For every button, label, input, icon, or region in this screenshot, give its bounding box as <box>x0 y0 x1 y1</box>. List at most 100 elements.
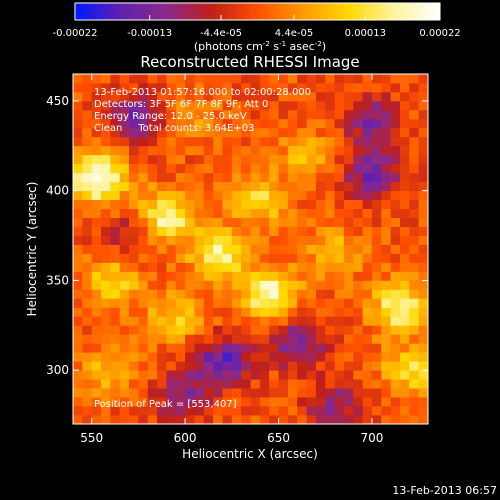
heatmap-cell <box>185 406 195 416</box>
heatmap-cell <box>101 334 111 344</box>
heatmap-cell <box>353 208 363 218</box>
heatmap-cell <box>306 217 317 227</box>
heatmap-cell <box>409 388 420 398</box>
heatmap-cell <box>110 235 121 245</box>
heatmap-cell <box>315 199 326 210</box>
heatmap-cell <box>157 181 167 192</box>
heatmap-cell <box>185 244 195 254</box>
heatmap-cell <box>166 253 177 263</box>
heatmap-cell <box>297 280 307 290</box>
heatmap-cell <box>297 226 307 236</box>
heatmap-cell <box>147 244 158 254</box>
heatmap-cell <box>138 406 149 416</box>
heatmap-cell <box>399 334 410 344</box>
heatmap-cell <box>166 280 177 290</box>
heatmap-cell <box>297 199 307 210</box>
heatmap-cell <box>91 334 102 344</box>
heatmap-cell <box>371 316 382 326</box>
heatmap-cell <box>91 190 102 201</box>
heatmap-cell <box>129 316 139 326</box>
heatmap-cell <box>222 415 233 424</box>
heatmap-cell <box>418 316 428 326</box>
heatmap-cell <box>203 244 214 254</box>
heatmap-cell <box>138 289 149 299</box>
heatmap-cell <box>129 118 139 129</box>
heatmap-cell <box>194 199 205 210</box>
heatmap-cell <box>259 379 270 389</box>
heatmap-cell <box>129 307 139 317</box>
heatmap-cell <box>250 289 261 299</box>
heatmap-cell <box>306 352 317 362</box>
heatmap-cell <box>213 325 223 335</box>
heatmap-cell <box>362 163 373 174</box>
heatmap-cell <box>119 253 130 263</box>
heatmap-cell <box>297 307 307 317</box>
heatmap-cell <box>371 136 382 147</box>
heatmap-cell <box>287 379 298 389</box>
heatmap-cell <box>381 262 392 272</box>
heatmap-cell <box>129 199 139 210</box>
heatmap-cell <box>334 262 345 272</box>
heatmap-cell <box>110 145 121 156</box>
heatmap-cell <box>241 244 251 254</box>
heatmap-cell <box>269 406 279 416</box>
heatmap-cell <box>166 343 177 353</box>
heatmap-cell <box>101 136 111 147</box>
heatmap-cell <box>297 235 307 245</box>
heatmap-cell <box>390 82 401 93</box>
heatmap-cell <box>203 82 214 93</box>
heatmap-cell <box>362 217 373 227</box>
heatmap-cell <box>222 145 233 156</box>
heatmap-cell <box>222 361 233 371</box>
heatmap-cell <box>129 343 139 353</box>
heatmap-cell <box>147 208 158 218</box>
heatmap-cell <box>222 325 233 335</box>
heatmap-cell <box>399 244 410 254</box>
heatmap-cell <box>381 406 392 416</box>
heatmap-cell <box>418 91 428 102</box>
heatmap-cell <box>250 154 261 165</box>
heatmap-cell <box>325 163 335 174</box>
heatmap-cell <box>325 199 335 210</box>
heatmap-cell <box>325 217 335 227</box>
heatmap-cell <box>278 415 289 424</box>
heatmap-cell <box>110 82 121 93</box>
heatmap-cell <box>409 370 420 380</box>
heatmap-cell <box>325 316 335 326</box>
heatmap-cell <box>119 226 130 236</box>
heatmap-cell <box>82 190 93 201</box>
heatmap-cell <box>110 307 121 317</box>
heatmap-cell <box>343 388 354 398</box>
heatmap-cell <box>222 226 233 236</box>
heatmap-cell <box>371 74 382 84</box>
heatmap-cell <box>157 415 167 424</box>
heatmap-cell <box>259 298 270 308</box>
heatmap-cell <box>73 136 83 147</box>
heatmap-cell <box>353 406 363 416</box>
heatmap-cell <box>399 370 410 380</box>
heatmap-cell <box>250 82 261 93</box>
heatmap-cell <box>129 82 139 93</box>
heatmap-cell <box>110 289 121 299</box>
heatmap-cell <box>213 244 223 254</box>
heatmap-cell <box>175 118 186 129</box>
heatmap-cell <box>82 307 93 317</box>
heatmap-cell <box>381 226 392 236</box>
heatmap-cell <box>166 109 177 120</box>
heatmap-cell <box>213 397 223 407</box>
heatmap-cell <box>259 406 270 416</box>
heatmap-cell <box>390 262 401 272</box>
heatmap-cell <box>129 334 139 344</box>
heatmap-cell <box>297 136 307 147</box>
heatmap-cell <box>381 307 392 317</box>
heatmap-cell <box>194 100 205 111</box>
heatmap-cell <box>194 181 205 192</box>
heatmap-cell <box>297 289 307 299</box>
heatmap-cell <box>119 74 130 84</box>
heatmap-cell <box>353 74 363 84</box>
heatmap-cell <box>381 244 392 254</box>
heatmap-cell <box>297 154 307 165</box>
heatmap-cell <box>418 361 428 371</box>
heatmap-cell <box>73 82 83 93</box>
heatmap-cell <box>157 190 167 201</box>
